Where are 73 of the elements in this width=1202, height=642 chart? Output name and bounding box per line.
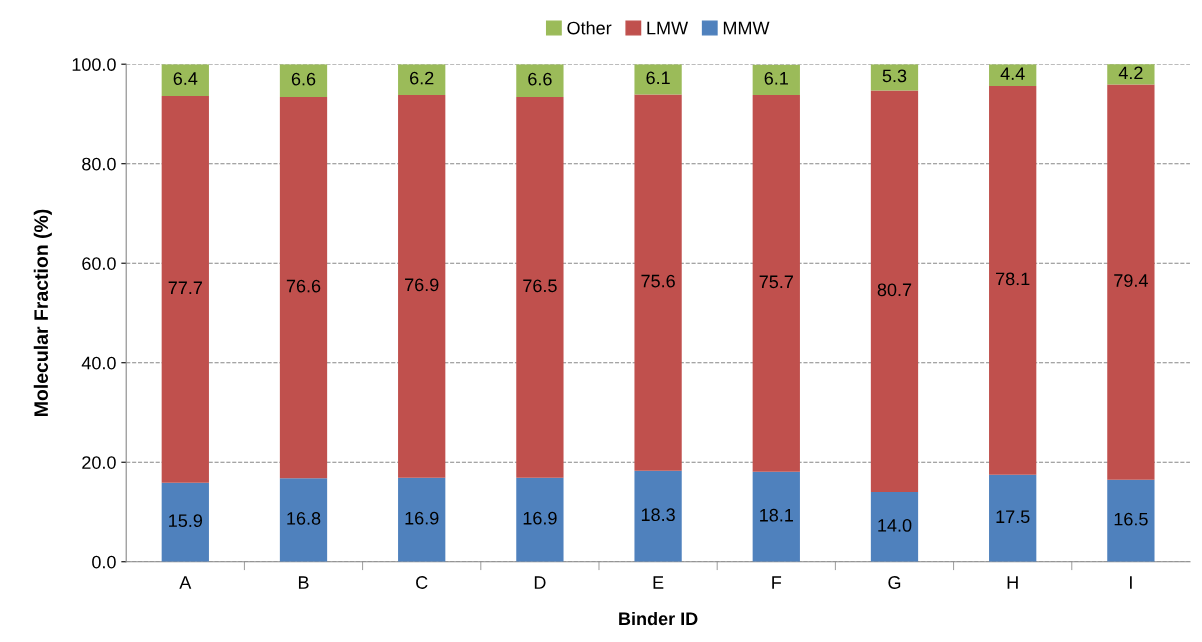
y-tick-label: 100.0 [72,58,116,71]
data-label: 6.4 [173,72,198,85]
x-tick-label: A [179,576,192,589]
y-tick-label: 40.0 [81,356,116,370]
bar [161,96,209,483]
y-tick-label: 80.0 [82,157,116,171]
data-label: 4.4 [1000,67,1025,80]
bar [161,482,209,562]
bar [989,86,1037,475]
x-tick-label: H [1007,576,1018,589]
data-label: 16.9 [405,511,439,525]
data-label: 78.1 [996,272,1030,286]
bar [989,474,1037,562]
x-tick-label: E [653,576,664,589]
bar [634,64,682,95]
bar [752,64,800,96]
data-label: 4.2 [1118,66,1143,80]
bar [398,95,446,478]
x-tick-label: G [888,576,901,589]
data-label: 18.3 [641,508,675,522]
bar [752,471,800,562]
bar [1107,84,1155,480]
x-tick-label: B [298,576,309,589]
x-tick-label: F [772,576,782,589]
data-label: 77.7 [168,281,202,295]
bar [870,90,919,493]
data-label: 75.6 [641,274,675,288]
data-label: 16.9 [523,511,557,525]
bar [279,64,328,98]
bar [398,477,446,562]
bar [516,477,564,562]
data-label: 18.1 [760,508,793,522]
bar [516,97,564,478]
data-label: 6.1 [646,71,670,85]
x-tick-label: C [416,576,428,589]
data-label: 17.5 [996,510,1030,524]
data-label: 6.6 [528,72,552,86]
data-label: 79.4 [1114,274,1148,287]
bar [516,64,564,98]
bar [161,64,209,97]
bar [870,64,919,91]
x-tick-label: I [1130,576,1132,589]
data-label: 14.0 [878,518,912,532]
bar [398,64,446,96]
data-label: 76.9 [405,278,439,292]
x-tick-label: D [534,576,546,589]
bar [1107,64,1155,85]
data-label: 16.8 [287,512,321,525]
data-label: 16.5 [1114,512,1148,526]
data-label: 5.3 [882,69,907,83]
y-tick-label: 20.0 [82,456,116,469]
data-label: 6.6 [291,72,316,86]
y-tick-label: 0.0 [92,555,116,569]
bar [752,95,800,472]
x-axis-title: Binder ID [619,611,698,626]
data-label: 80.7 [877,283,912,297]
bar [1107,479,1155,562]
bar [279,478,328,562]
legend-label: Other [567,21,612,35]
bar [279,97,328,479]
bar [634,470,682,562]
bar [870,492,919,562]
data-label: 15.9 [169,514,203,528]
data-label: 6.2 [410,71,434,85]
data-label: 76.6 [286,279,321,293]
data-label: 76.5 [523,279,557,293]
data-label: 6.1 [764,71,788,85]
legend-label: LMW [647,21,689,35]
bar [634,94,682,471]
data-label: 75.7 [759,275,793,289]
y-axis-title: Molecular Fraction (%) [33,209,52,416]
y-tick-label: 60.0 [82,257,116,270]
legend-label: MMW [723,21,770,35]
